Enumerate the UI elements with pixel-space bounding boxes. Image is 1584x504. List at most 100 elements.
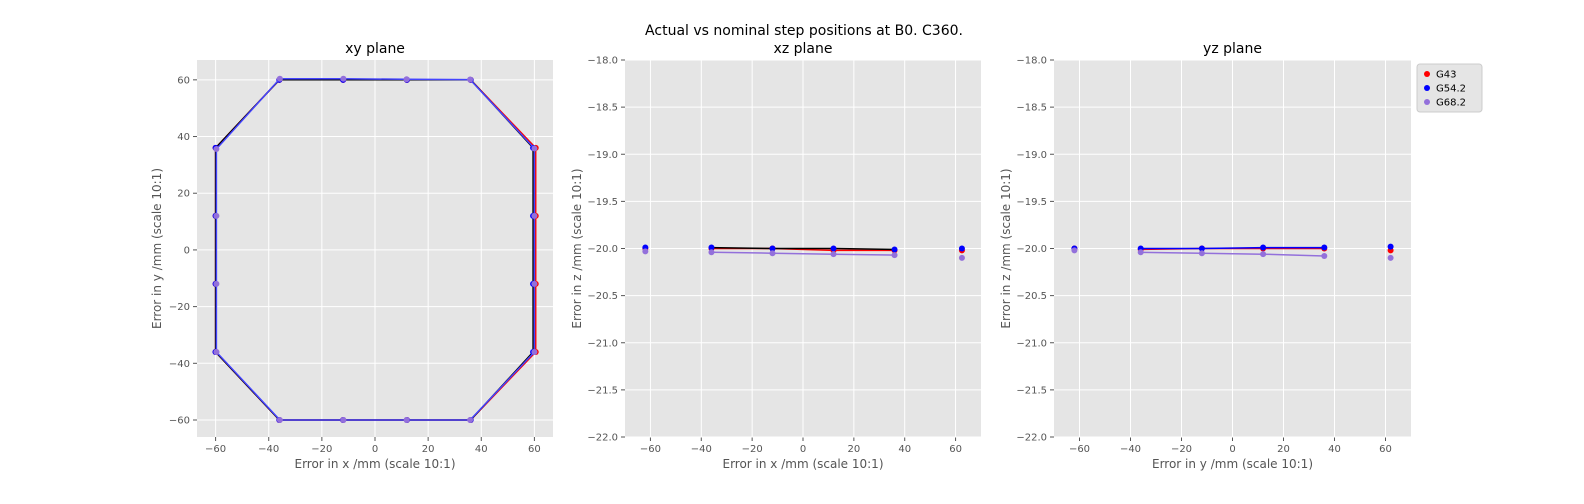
data-point <box>276 416 283 423</box>
y-tick-label: −21.5 <box>1016 385 1047 396</box>
data-point <box>531 348 538 355</box>
data-point <box>830 245 837 252</box>
data-point <box>708 249 715 256</box>
y-tick-label: −60 <box>169 415 190 426</box>
x-tick-label: 60 <box>528 444 541 455</box>
data-point <box>531 145 538 152</box>
data-point <box>531 212 538 219</box>
x-tick-label: −40 <box>258 444 279 455</box>
data-point <box>467 76 474 83</box>
x-axis-label: Error in x /mm (scale 10:1) <box>294 457 455 471</box>
legend-label: G68.2 <box>1436 98 1466 109</box>
x-tick-label: 0 <box>372 444 378 455</box>
data-point <box>769 245 776 252</box>
data-point <box>1321 253 1328 260</box>
data-point <box>403 416 410 423</box>
y-tick-label: −18.5 <box>587 103 618 114</box>
data-point <box>1387 254 1394 261</box>
series-G68.2 <box>1071 247 1394 261</box>
data-point <box>958 245 965 252</box>
x-tick-label: −20 <box>1171 444 1192 455</box>
data-point <box>213 348 220 355</box>
panel-3: −60 −40 −20 0 20 40 60 −22.0 −21.5 −21.0 −20.5 −20.… <box>999 41 1411 471</box>
x-tick-label: −60 <box>205 444 226 455</box>
y-tick-label: −22.0 <box>587 433 618 444</box>
legend-box <box>1416 63 1483 113</box>
y-axis-label: Error in y /mm (scale 10:1) <box>150 168 164 329</box>
y-tick-label: −18.0 <box>587 56 618 67</box>
x-tick-label: 20 <box>847 444 860 455</box>
data-point <box>213 146 220 153</box>
y-tick-label: −21.0 <box>1016 338 1047 349</box>
data-point <box>213 280 220 287</box>
x-tick-label: −60 <box>1069 444 1090 455</box>
panel-1: −60 −40 −20 0 20 40 60 −60 −40 −20 0 20 40 60 xy plane… <box>150 41 553 471</box>
series-line <box>1140 246 1325 250</box>
panel-title: yz plane <box>1203 41 1262 57</box>
data-point <box>708 244 715 251</box>
x-tick-label: −40 <box>1120 444 1141 455</box>
x-tick-label: 0 <box>1229 444 1235 455</box>
data-point <box>1198 245 1205 252</box>
x-tick-label: −20 <box>311 444 332 455</box>
data-point <box>642 248 649 255</box>
legend-marker <box>1424 99 1430 105</box>
y-tick-label: −18.5 <box>1016 103 1047 114</box>
x-tick-label: 40 <box>475 444 488 455</box>
x-tick-label: −40 <box>691 444 712 455</box>
y-tick-label: −19.5 <box>587 197 618 208</box>
panel-title: xz plane <box>774 41 833 57</box>
y-tick-label: −20.0 <box>1016 244 1047 255</box>
data-point <box>1260 251 1267 258</box>
y-tick-label: −21.5 <box>587 385 618 396</box>
y-tick-label: −18.0 <box>1016 56 1047 67</box>
data-point <box>1387 243 1394 250</box>
y-tick-label: −20 <box>169 302 190 313</box>
x-tick-label: −60 <box>640 444 661 455</box>
data-point <box>769 250 776 257</box>
data-point <box>340 416 347 423</box>
series-G68.2 <box>213 75 538 423</box>
legend-marker <box>1424 85 1430 91</box>
data-point <box>1071 247 1078 254</box>
data-point <box>1321 244 1328 251</box>
x-tick-label: 20 <box>1277 444 1290 455</box>
x-tick-label: 20 <box>422 444 435 455</box>
data-point <box>1260 244 1267 251</box>
legend-label: G54.2 <box>1436 84 1466 95</box>
figure-title: Actual vs nominal step positions at B0. … <box>645 23 963 39</box>
series-line <box>711 246 895 251</box>
data-point <box>891 252 898 259</box>
y-tick-label: 0 <box>184 245 190 256</box>
y-tick-label: 40 <box>177 132 190 143</box>
series-line <box>1140 251 1325 257</box>
panel-title: xy plane <box>345 41 405 57</box>
x-tick-label: 0 <box>800 444 806 455</box>
y-tick-label: −19.0 <box>1016 150 1047 161</box>
x-tick-label: 60 <box>949 444 962 455</box>
y-axis-label: Error in z /mm (scale 10:1) <box>570 168 584 328</box>
x-tick-label: 40 <box>1328 444 1341 455</box>
y-tick-label: −20.5 <box>1016 291 1047 302</box>
legend: G43 G54.2 G68.2 <box>1416 63 1483 113</box>
x-tick-label: 40 <box>898 444 911 455</box>
data-point <box>467 416 474 423</box>
x-tick-label: 60 <box>1379 444 1392 455</box>
data-point <box>958 254 965 261</box>
x-axis-label: Error in x /mm (scale 10:1) <box>722 457 883 471</box>
y-tick-label: −19.5 <box>1016 197 1047 208</box>
y-axis-label: Error in z /mm (scale 10:1) <box>999 168 1013 328</box>
data-point <box>891 246 898 253</box>
data-point <box>276 75 283 82</box>
y-tick-label: −40 <box>169 359 190 370</box>
y-tick-label: −19.0 <box>587 150 618 161</box>
data-point <box>1198 250 1205 257</box>
x-tick-label: −20 <box>742 444 763 455</box>
x-axis-label: Error in y /mm (scale 10:1) <box>1152 457 1313 471</box>
data-point <box>340 75 347 82</box>
y-tick-label: −20.5 <box>587 291 618 302</box>
data-point <box>213 212 220 219</box>
y-tick-label: −22.0 <box>1016 433 1047 444</box>
y-tick-label: 20 <box>177 189 190 200</box>
